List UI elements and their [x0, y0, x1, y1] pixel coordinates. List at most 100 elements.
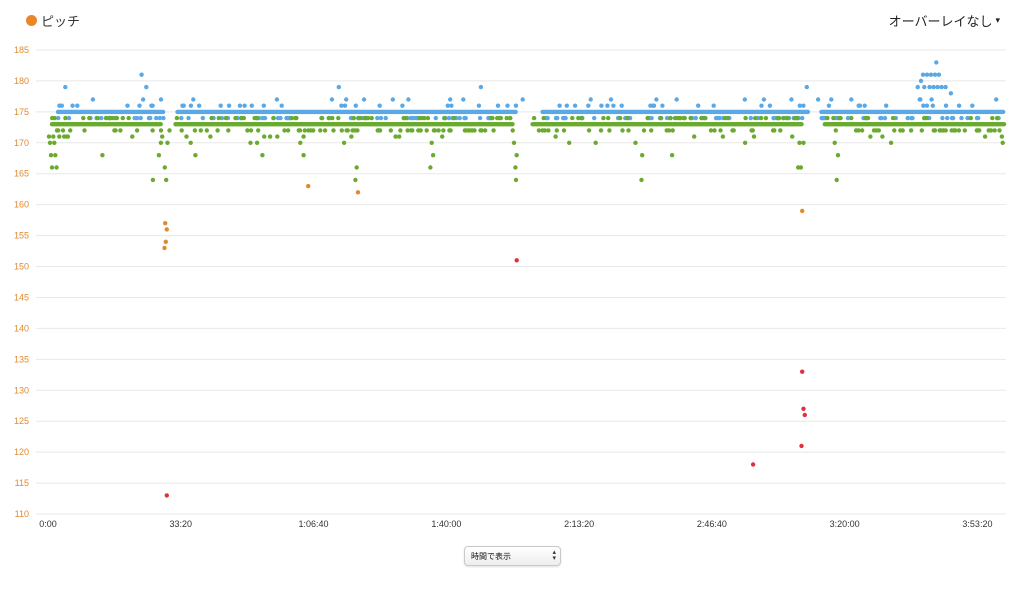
data-point	[491, 128, 496, 133]
data-point	[134, 115, 140, 121]
data-point	[576, 115, 581, 121]
data-point	[289, 115, 294, 121]
data-point	[599, 103, 604, 108]
data-point	[433, 115, 438, 121]
data-point	[215, 128, 220, 133]
data-point	[758, 115, 764, 121]
data-point	[708, 128, 714, 133]
updown-arrows-icon: ▴ ▾	[552, 549, 556, 562]
data-point	[261, 103, 266, 108]
data-point	[838, 115, 843, 121]
data-point	[805, 109, 811, 115]
data-point	[940, 115, 945, 121]
data-point	[959, 115, 964, 121]
data-point	[586, 128, 592, 133]
data-point	[68, 128, 73, 133]
data-point	[375, 115, 380, 121]
data-point	[223, 115, 229, 121]
data-point	[432, 128, 438, 133]
x-tick-label: 0:00	[39, 519, 57, 529]
data-point	[103, 115, 109, 121]
data-point	[216, 115, 221, 121]
data-point	[165, 140, 170, 145]
data-point	[826, 103, 832, 108]
data-point	[725, 115, 730, 121]
data-point	[248, 140, 253, 145]
data-point	[868, 134, 873, 139]
display-mode-select[interactable]: 時間で表示 ▴ ▾	[464, 546, 561, 566]
data-point	[670, 128, 675, 133]
data-point	[763, 115, 769, 121]
data-point	[797, 103, 802, 108]
data-point	[278, 115, 283, 121]
data-point	[965, 115, 970, 121]
data-point	[608, 97, 614, 102]
data-point	[601, 115, 606, 121]
data-point	[319, 115, 324, 121]
x-tick-label: 2:13:20	[564, 519, 594, 529]
data-point	[802, 412, 807, 418]
data-point	[702, 115, 708, 121]
data-point	[60, 128, 66, 133]
data-point	[932, 72, 938, 77]
data-point	[605, 103, 610, 108]
data-point	[743, 115, 748, 121]
data-point	[446, 115, 452, 121]
data-point	[797, 140, 802, 145]
data-point	[932, 128, 938, 133]
data-point	[425, 115, 431, 121]
data-point	[66, 115, 72, 121]
data-point	[144, 84, 149, 90]
data-point	[511, 140, 517, 145]
overlay-dropdown[interactable]: オーバーレイなし ▾	[889, 11, 1000, 30]
data-point	[188, 140, 193, 145]
data-point	[336, 84, 341, 90]
data-point	[126, 115, 131, 121]
data-point	[761, 97, 767, 102]
data-point	[357, 115, 362, 121]
data-point	[682, 115, 687, 121]
data-point	[592, 115, 597, 121]
data-point	[448, 128, 453, 133]
data-point	[505, 103, 510, 108]
data-point	[557, 103, 562, 108]
data-point	[849, 115, 854, 121]
data-point	[545, 115, 550, 121]
data-point	[490, 115, 495, 121]
data-point	[943, 103, 949, 108]
data-point	[504, 115, 509, 121]
data-point	[542, 128, 548, 133]
data-point	[400, 103, 405, 108]
data-point	[924, 72, 930, 77]
data-point	[921, 103, 926, 108]
data-point	[992, 128, 997, 133]
data-point	[976, 115, 981, 121]
data-point	[51, 134, 56, 139]
data-point	[857, 103, 863, 108]
data-point	[561, 128, 567, 133]
data-point	[748, 115, 753, 121]
data-point	[968, 115, 973, 121]
data-point	[377, 128, 383, 133]
data-point	[329, 97, 335, 102]
data-point	[351, 115, 356, 121]
data-point	[918, 78, 924, 84]
y-tick-label: 140	[14, 323, 29, 333]
data-point	[531, 115, 537, 121]
y-tick-label: 135	[14, 354, 29, 364]
data-point	[353, 103, 358, 108]
data-point	[111, 115, 116, 121]
data-point	[994, 115, 1000, 121]
data-point	[693, 115, 698, 121]
data-point	[990, 115, 995, 121]
data-point	[789, 97, 794, 102]
data-point	[997, 128, 1002, 133]
data-point	[65, 134, 71, 139]
data-point	[248, 128, 254, 133]
data-point	[164, 227, 169, 232]
data-point	[645, 115, 650, 121]
data-point	[249, 103, 254, 108]
data-point	[355, 128, 360, 133]
data-point	[47, 140, 53, 145]
x-tick-label: 3:53:20	[962, 519, 992, 529]
